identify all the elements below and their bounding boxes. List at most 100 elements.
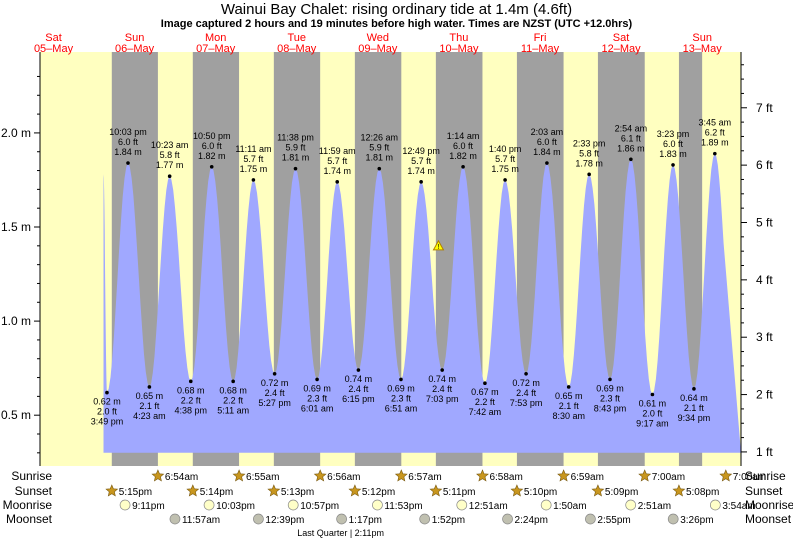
high-tide-label: 1.74 m	[323, 166, 351, 176]
axes: 0.5 m 1.0 m 1.5 m 2.0 m 1 ft 2 ft 3 ft 4 ft 5 ft…	[1, 52, 773, 466]
tide-curve	[103, 153, 741, 453]
row-label-left: Moonset	[6, 512, 53, 526]
moonrise-time: 12:51am	[469, 501, 508, 512]
y-tick-label-m: 1.0 m	[1, 314, 31, 328]
low-tide-label: 5:27 pm	[258, 398, 291, 408]
high-tide-label: 6.0 ft	[453, 141, 474, 151]
moonset-time: 12:39pm	[265, 515, 304, 526]
sunrise-time: 6:57am	[408, 472, 441, 483]
low-tide-label: 2.0 ft	[642, 408, 663, 418]
low-tide-label: 6:01 am	[301, 403, 334, 413]
moonset-icon	[667, 513, 679, 525]
day-date-label: 12–May	[601, 43, 641, 55]
day-date-label: 10–May	[439, 43, 479, 55]
moonset-icon	[336, 513, 347, 525]
day-of-week-label: Mon	[205, 32, 226, 44]
low-tide-label: 9:34 pm	[678, 413, 711, 423]
tide-point	[692, 387, 696, 391]
sunset-time: 5:14pm	[200, 487, 233, 498]
sunset-icon	[429, 484, 443, 497]
high-tide-label: 1.82 m	[449, 151, 477, 161]
high-tide-label: 6.0 ft	[663, 139, 684, 149]
high-tide-label: 1.74 m	[407, 166, 435, 176]
sunset-time: 5:13pm	[281, 487, 314, 498]
day-date-label: 11–May	[521, 43, 560, 55]
low-tide-label: 0.67 m	[471, 387, 499, 397]
tide-point	[566, 385, 571, 389]
low-tide-label: 0.68 m	[177, 385, 205, 395]
day-date-label: 13–May	[683, 43, 723, 55]
low-tide-label: 2.3 ft	[307, 393, 328, 403]
low-tide-label: 5:11 am	[217, 405, 249, 415]
low-tide-label: 2.4 ft	[516, 388, 537, 398]
day-of-week-label: Sat	[613, 32, 630, 44]
sunset-time: 5:08pm	[686, 487, 719, 498]
low-tide-label: 8:43 pm	[594, 403, 627, 413]
high-tide-label: 1.82 m	[198, 151, 226, 161]
moonrise-icon	[119, 499, 131, 511]
high-tide-label: 5.7 ft	[327, 156, 348, 166]
tide-point	[545, 161, 549, 165]
chart-subtitle: Image captured 2 hours and 19 minutes be…	[160, 18, 633, 30]
y-tick-label-ft: 7 ft	[756, 101, 773, 115]
moonset-time: 1:52pm	[432, 515, 465, 526]
low-tide-label: 2.4 ft	[348, 384, 369, 394]
high-tide-label: 2:54 am	[615, 123, 648, 133]
moonset-time: 2:55pm	[597, 515, 630, 526]
high-tide-label: 10:03 pm	[109, 127, 147, 137]
sunrise-time: 7:00am	[652, 472, 685, 483]
tide-point	[147, 385, 152, 389]
day-of-week-label: Sun	[125, 32, 145, 44]
day-of-week-label: Fri	[534, 32, 547, 44]
moonrise-icon	[456, 499, 468, 511]
high-tide-label: 1.78 m	[575, 158, 603, 168]
low-tide-label: 0.69 m	[596, 383, 624, 393]
high-tide-label: 1.89 m	[701, 138, 729, 148]
moonset-icon	[253, 513, 264, 525]
high-tide-label: 10:50 pm	[193, 131, 231, 141]
high-tide-label: 1.75 m	[491, 164, 519, 174]
tide-point	[126, 161, 130, 165]
high-tide-label: 12:49 pm	[402, 146, 440, 156]
sunrise-time: 6:55am	[246, 472, 279, 483]
low-tide-label: 2.2 ft	[223, 395, 244, 405]
low-tide-label: 6:15 pm	[342, 394, 375, 404]
tide-point	[272, 371, 277, 376]
high-tide-label: 1.86 m	[617, 143, 645, 153]
y-tick-label-ft: 3 ft	[756, 330, 773, 344]
tide-point	[356, 368, 361, 372]
y-tick-label-m: 0.5 m	[1, 408, 31, 422]
sunrise-time: 6:59am	[571, 472, 604, 483]
low-tide-label: 2.0 ft	[97, 407, 118, 417]
current-tide-marker	[432, 239, 445, 251]
low-tide-label: 0.68 m	[219, 385, 247, 395]
sunset-icon	[186, 484, 200, 497]
sunset-icon	[591, 484, 605, 497]
tide-area: !	[103, 153, 741, 453]
high-tide-label: 5.7 ft	[495, 154, 516, 164]
sunrise-icon	[394, 469, 408, 482]
high-tide-label: 1.83 m	[659, 149, 687, 159]
high-tide-label: 1.84 m	[533, 147, 561, 157]
day-of-week-label: Tue	[287, 32, 306, 44]
sunrise-icon	[557, 469, 571, 482]
tide-point	[335, 180, 340, 184]
sunset-time: 5:12pm	[362, 487, 395, 498]
low-tide-label: 2.1 ft	[559, 401, 580, 411]
moonrise-time: 10:03pm	[216, 501, 255, 512]
moonrise-time: 3:54am	[722, 501, 755, 512]
moonset-icon	[169, 513, 181, 525]
tide-point	[105, 390, 109, 395]
high-tide-label: 5.9 ft	[369, 143, 390, 153]
tide-point	[209, 164, 214, 169]
tide-point	[419, 180, 423, 184]
moonrise-icon	[540, 499, 552, 511]
moonrise-time: 2:51am	[638, 501, 671, 512]
low-tide-label: 2.2 ft	[181, 395, 202, 405]
high-tide-label: 10:23 am	[151, 140, 189, 150]
sunset-time: 5:10pm	[524, 487, 557, 498]
day-of-week-label: Sat	[45, 32, 62, 44]
day-date-label: 06–May	[115, 43, 155, 55]
